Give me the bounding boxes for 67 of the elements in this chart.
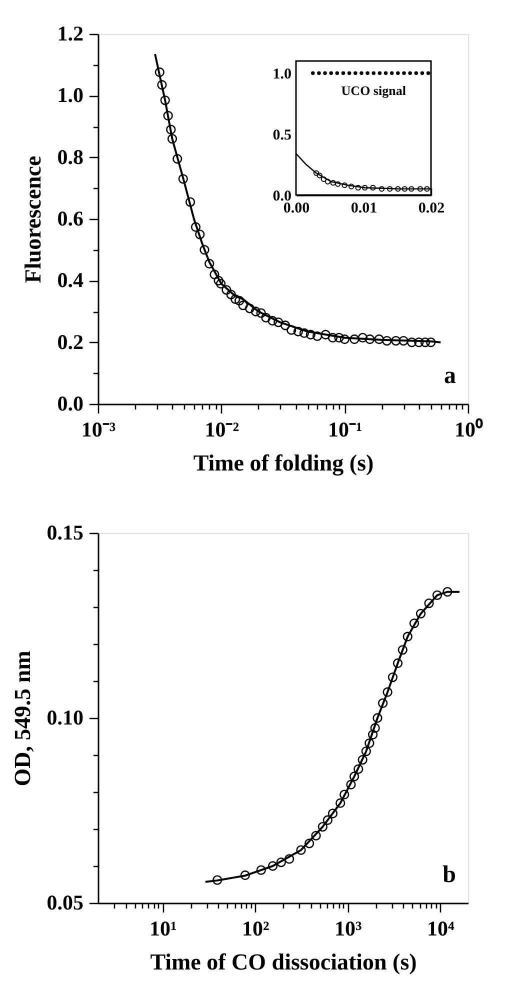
point xyxy=(414,71,418,76)
point xyxy=(386,186,393,192)
point xyxy=(378,186,385,192)
y-tick-label: 0.0 xyxy=(57,392,84,416)
y-tick-label: 0.10 xyxy=(46,706,84,730)
point xyxy=(396,71,400,76)
annotation: b xyxy=(442,862,456,888)
y-tick-label: 0.05 xyxy=(46,890,84,914)
x-tick-label: 10⁻² xyxy=(204,418,239,442)
point xyxy=(355,184,361,191)
point xyxy=(395,186,401,192)
point xyxy=(408,186,414,192)
point xyxy=(335,71,340,76)
x-axis-title: Time of CO dissociation (s) xyxy=(150,950,417,974)
y-tick-label: 0.15 xyxy=(46,520,84,544)
x-tick-label: 0.00 xyxy=(283,200,310,216)
point xyxy=(402,186,408,192)
point xyxy=(316,172,322,178)
point xyxy=(420,71,424,76)
point xyxy=(341,71,346,76)
y-tick-label: 1.0 xyxy=(57,83,84,108)
y-axis-title: Fluorescence xyxy=(20,156,46,284)
point xyxy=(324,178,331,184)
y-tick-label: 1.0 xyxy=(272,66,292,83)
x-tick-label: 10⁻¹ xyxy=(328,418,362,442)
point xyxy=(330,180,336,186)
annotation: a xyxy=(444,363,456,389)
point xyxy=(317,71,321,76)
point xyxy=(378,71,382,76)
x-tick-label: 0.01 xyxy=(350,200,378,216)
point xyxy=(417,186,424,192)
y-tick-label: 0.8 xyxy=(57,144,84,169)
point xyxy=(390,71,394,76)
point xyxy=(426,71,430,76)
point xyxy=(348,184,354,190)
x-tick-label: 10⁰ xyxy=(454,418,484,442)
y-tick-label: 1.2 xyxy=(57,22,84,46)
point xyxy=(408,71,412,76)
point xyxy=(402,71,406,76)
point xyxy=(366,71,370,76)
x-tick-label: 10² xyxy=(242,916,270,940)
y-tick-label: 0.2 xyxy=(57,330,84,354)
y-tick-label: 0.6 xyxy=(57,206,84,230)
x-axis-title: Time of folding (s) xyxy=(193,450,374,476)
point xyxy=(347,71,352,76)
point xyxy=(370,184,376,191)
x-tick-label: 10⁴ xyxy=(427,916,456,940)
y-tick-label: 0.4 xyxy=(57,268,84,292)
x-tick-label: 0.02 xyxy=(418,200,445,216)
point xyxy=(384,71,388,76)
point xyxy=(313,170,320,176)
x-tick-label: 10¹ xyxy=(150,916,177,940)
point xyxy=(354,71,358,76)
point xyxy=(329,71,333,76)
point xyxy=(311,71,315,76)
series-label: UCO signal xyxy=(341,83,406,98)
point xyxy=(335,181,341,187)
point xyxy=(320,176,327,182)
point xyxy=(372,71,376,76)
point xyxy=(342,182,348,188)
y-axis-title: OD, 549.5 nm xyxy=(10,650,35,786)
x-tick-label: 10⁻³ xyxy=(81,418,116,442)
point xyxy=(360,71,364,76)
x-tick-label: 10³ xyxy=(334,916,362,940)
point xyxy=(323,71,327,76)
y-tick-label: 0.5 xyxy=(272,128,292,144)
point xyxy=(362,184,368,191)
